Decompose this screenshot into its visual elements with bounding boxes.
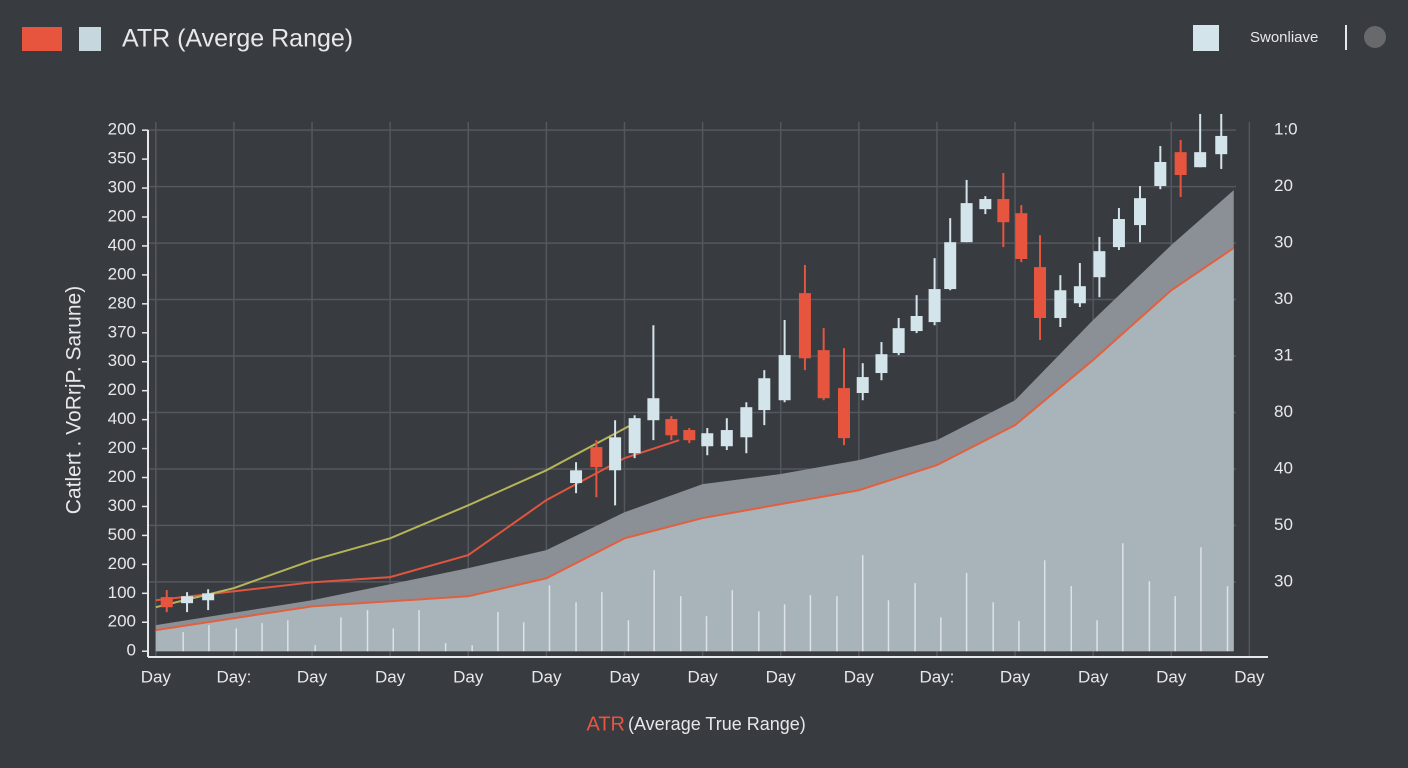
y2-tick-label: 30 [1274, 289, 1293, 308]
line [155, 419, 641, 609]
area [155, 247, 1234, 652]
candle-body [628, 418, 641, 454]
candle-body [570, 470, 583, 484]
y2-tick-label: 1:0 [1274, 120, 1298, 139]
y-tick-label: 200 [108, 612, 136, 631]
x-tick-label: Day [1078, 667, 1109, 686]
x-tick-label: Day [844, 667, 875, 686]
y-tick-label: 300 [108, 351, 136, 370]
y2-tick-label: 20 [1274, 176, 1293, 195]
caption: (Average True Range) [628, 714, 806, 734]
x-tick-label: Day [375, 667, 406, 686]
candle-body [1093, 251, 1106, 278]
x-tick-label: Day [531, 667, 562, 686]
header-swatch[interactable] [1193, 25, 1219, 51]
x-tick-label: Day [297, 667, 328, 686]
y-tick-label: 350 [108, 149, 136, 168]
candle-body [1112, 219, 1125, 248]
candle-body [202, 593, 215, 601]
x-tick-label: Day: [216, 667, 251, 686]
menu-button[interactable] [1364, 26, 1386, 48]
candle-body [1134, 198, 1147, 226]
y-tick-label: 200 [108, 554, 136, 573]
x-tick-label: Day [1234, 667, 1265, 686]
x-tick-label: Day [453, 667, 484, 686]
plot-area: Day Day: Day Day Day Day Day Day Day Day Day: Day Da… [108, 113, 1298, 686]
candle-body [817, 350, 830, 399]
candle-body [979, 199, 992, 210]
candle-body [758, 378, 771, 411]
candle-body [960, 203, 973, 243]
x-tick-label: Day: [919, 667, 954, 686]
candle-body [1034, 267, 1047, 319]
x-tick-label: Day [1000, 667, 1031, 686]
candle-body [875, 354, 888, 374]
candle-body [1015, 213, 1028, 259]
candle-body [181, 596, 194, 604]
candle-body [720, 430, 733, 447]
caption-highlight: ATR [586, 713, 625, 735]
y-tick-label: 200 [108, 438, 136, 457]
candle-body [892, 328, 905, 354]
candle-body [647, 398, 660, 421]
candle-body [997, 199, 1010, 223]
candle-body [910, 316, 923, 332]
candle-body [1174, 152, 1187, 176]
y2-tick-label: 50 [1274, 515, 1293, 534]
header-label[interactable]: Swonliave [1250, 29, 1318, 46]
candle-body [944, 242, 957, 290]
candle-body [1215, 135, 1228, 155]
y-tick-label: 300 [108, 496, 136, 515]
candle-body [798, 293, 811, 359]
legend-swatch [22, 27, 62, 51]
candle-body [1054, 290, 1067, 319]
x-tick-label: Day [1156, 667, 1187, 686]
candle-body [1154, 162, 1167, 187]
y-tick-label: 370 [108, 322, 136, 341]
candle-body [590, 447, 603, 468]
candle-body [1073, 286, 1086, 304]
y-tick-label: 200 [108, 467, 136, 486]
y-axis-title: Catlert . VoRrjP. Sarune) [63, 286, 86, 514]
y-tick-label: 280 [108, 293, 136, 312]
y-tick-label: 400 [108, 235, 136, 254]
candle-body [160, 597, 173, 608]
candle-body [837, 388, 850, 439]
y-tick-label: 100 [108, 583, 136, 602]
atr-line [155, 247, 1235, 632]
y2-tick-label: 30 [1274, 571, 1293, 590]
y-tick-label: 200 [108, 206, 136, 225]
y-tick-label: 200 [108, 380, 136, 399]
y-tick-label: 400 [108, 409, 136, 428]
candle-body [609, 437, 622, 471]
candle-body [683, 430, 696, 441]
candle-body [740, 407, 753, 438]
y2-tick-label: 80 [1274, 402, 1293, 421]
line [155, 439, 680, 602]
chart-title: ATR (Averge Range) [122, 25, 353, 53]
candle-body [856, 377, 869, 393]
y2-tick-label: 31 [1274, 346, 1293, 365]
candle-body [778, 355, 791, 401]
x-tick-label: Day [141, 667, 172, 686]
y2-tick-label: 30 [1274, 233, 1293, 252]
candle-body [928, 289, 941, 323]
x-tick-label: Day [766, 667, 797, 686]
candle-body [1194, 152, 1207, 168]
y-tick-label: 500 [108, 525, 136, 544]
candle-body [701, 433, 714, 447]
x-tick-label: Day [609, 667, 640, 686]
candle-body [665, 419, 678, 436]
y-tick-label: 200 [108, 264, 136, 283]
x-tick-label: Day [687, 667, 718, 686]
y-tick-label: 200 [108, 120, 136, 139]
y-tick-label: 300 [108, 178, 136, 197]
legend-swatch [79, 27, 101, 51]
y2-tick-label: 40 [1274, 458, 1293, 477]
y-tick-label: 0 [127, 641, 136, 660]
